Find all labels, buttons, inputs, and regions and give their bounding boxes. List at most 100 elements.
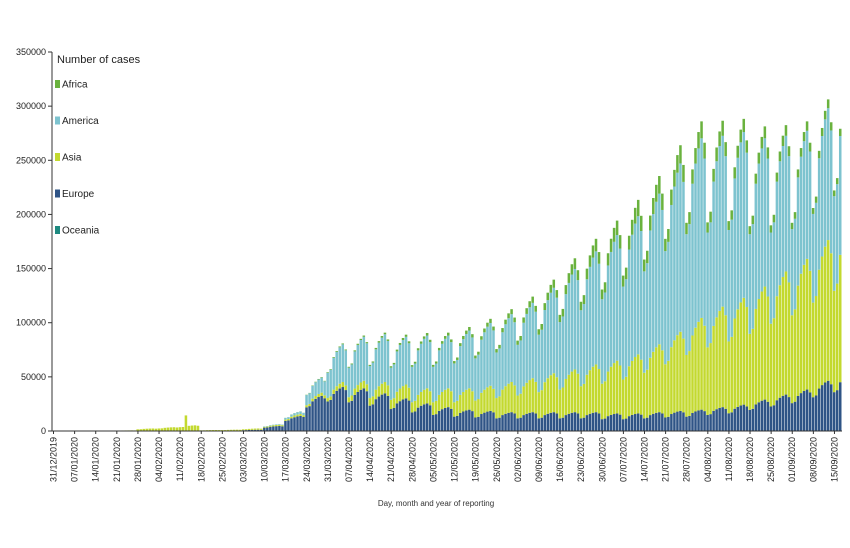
x-tick-label: 21/04/2020	[386, 437, 396, 482]
bar-segment-america	[383, 334, 387, 383]
bar-segment-america	[365, 343, 369, 385]
bar-segment-europe	[335, 390, 338, 431]
bar-segment-america	[296, 412, 299, 415]
bar-segment-africa	[697, 132, 700, 149]
bar-segment-asia	[519, 393, 522, 418]
bar-segment-africa	[661, 193, 664, 210]
bar-segment-asia	[169, 427, 173, 431]
bar-segment-asia	[453, 402, 456, 417]
bar-segment-europe	[609, 414, 613, 431]
bar-segment-asia	[347, 397, 351, 403]
bar-segment-europe	[835, 390, 839, 431]
bar-segment-asia	[172, 427, 176, 431]
bar-segment-europe	[688, 415, 691, 431]
bar-segment-asia	[296, 414, 299, 417]
x-tick-label: 03/03/2020	[239, 437, 249, 482]
bar-segment-europe	[832, 392, 836, 431]
bar-segment-europe	[784, 394, 788, 431]
bar-segment-asia	[543, 382, 547, 416]
bar-segment-africa	[618, 235, 622, 249]
bar-segment-europe	[281, 426, 284, 431]
bar-segment-america	[374, 349, 378, 390]
bar-segment-america	[443, 338, 447, 390]
bar-segment-america	[796, 177, 800, 286]
bar-segment-asia	[796, 285, 800, 396]
bar-segment-asia	[229, 429, 233, 431]
bar-segment-africa	[341, 343, 344, 345]
bar-segment-europe	[673, 412, 676, 431]
bar-segment-america	[573, 268, 577, 370]
bar-segment-asia	[609, 366, 613, 415]
bar-segment-america	[775, 181, 779, 297]
bar-segment-asia	[621, 379, 625, 420]
bar-segment-america	[802, 141, 806, 265]
bar-segment-asia	[694, 327, 697, 412]
x-tick-label: 04/02/2020	[154, 437, 164, 482]
bar-segment-europe	[525, 413, 528, 431]
bar-segment-america	[302, 412, 305, 416]
bar-segment-africa	[380, 336, 384, 338]
bar-segment-asia	[793, 309, 797, 402]
bar-segment-europe	[715, 409, 718, 431]
bar-segment-europe	[513, 413, 516, 431]
bar-segment-america	[483, 332, 486, 390]
bar-segment-europe	[522, 415, 525, 431]
bar-segment-asia	[727, 341, 730, 414]
bar-segment-africa	[763, 126, 767, 139]
bar-segment-asia	[832, 290, 836, 393]
bar-segment-africa	[353, 350, 357, 352]
bar-segment-asia	[826, 240, 830, 381]
bar-segment-asia	[742, 297, 746, 405]
bar-segment-europe	[359, 389, 363, 431]
bar-segment-america	[564, 294, 568, 380]
bar-segment-europe	[317, 397, 320, 431]
y-tick-label: 250000	[16, 155, 46, 165]
bar-segment-america	[356, 344, 360, 386]
legend-swatch-europe	[55, 189, 60, 198]
bar-segment-asia	[260, 428, 263, 430]
bar-segment-asia	[193, 425, 197, 431]
x-tick-label: 11/02/2020	[175, 437, 185, 481]
bar-segment-europe	[516, 418, 519, 431]
legend-swatch-america	[55, 116, 60, 125]
bar-segment-europe	[606, 416, 610, 431]
bar-segment-africa	[498, 344, 501, 349]
bar-segment-asia	[733, 318, 736, 409]
bar-segment-europe	[410, 412, 414, 431]
bar-segment-america	[642, 271, 646, 373]
bar-segment-europe	[633, 414, 637, 431]
bar-segment-africa	[721, 120, 724, 136]
x-tick-label: 09/06/2020	[534, 437, 544, 482]
bar-segment-africa	[609, 238, 613, 252]
x-tick-label: 31/12/2019	[49, 437, 59, 482]
bar-segment-asia	[290, 416, 293, 419]
bar-segment-america	[685, 234, 688, 355]
bar-segment-america	[811, 213, 815, 303]
bar-segment-asia	[636, 354, 640, 414]
bar-segment-america	[727, 229, 730, 342]
bar-segment-america	[323, 381, 326, 396]
bar-segment-europe	[344, 390, 347, 431]
bar-segment-asia	[823, 246, 827, 383]
bar-segment-europe	[362, 388, 366, 431]
bar-segment-america	[609, 251, 613, 367]
bar-segment-asia	[395, 391, 399, 404]
bar-segment-america	[389, 367, 393, 400]
bar-segment-europe	[320, 395, 323, 431]
bar-segment-africa	[410, 365, 414, 367]
bar-segment-america	[570, 274, 574, 372]
bar-segment-asia	[564, 379, 568, 416]
bar-segment-america	[835, 184, 839, 284]
bar-segment-asia	[525, 382, 528, 414]
bar-segment-america	[603, 292, 607, 382]
bar-segment-asia	[368, 398, 372, 406]
bar-segment-america	[344, 350, 347, 386]
bar-segment-asia	[700, 317, 703, 410]
bar-segment-europe	[739, 405, 742, 431]
bar-segment-africa	[630, 219, 634, 235]
bar-segment-asia	[181, 427, 185, 431]
bar-segment-africa	[558, 314, 562, 323]
bar-segment-europe	[787, 397, 791, 431]
bar-segment-america	[392, 364, 396, 399]
bar-segment-america	[440, 343, 444, 392]
